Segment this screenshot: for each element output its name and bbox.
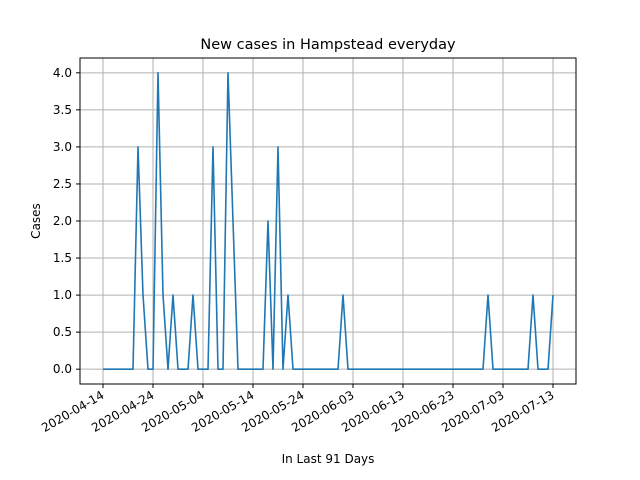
series-layer — [103, 72, 554, 370]
y-axis-label: Cases — [29, 203, 43, 239]
y-tick-label: 1.0 — [53, 288, 72, 302]
y-tick-label: 2.0 — [53, 214, 72, 228]
chart-title: New cases in Hampstead everyday — [200, 37, 456, 53]
y-tick-label: 2.5 — [53, 177, 72, 191]
x-axis-label: In Last 91 Days — [282, 452, 375, 466]
y-tick-label: 4.0 — [53, 66, 72, 80]
y-tick-label: 0.5 — [53, 325, 72, 339]
y-tick-label: 0.0 — [53, 362, 72, 376]
y-tick-label: 3.5 — [53, 103, 72, 117]
series-line — [103, 72, 554, 370]
y-tick-label: 1.5 — [53, 251, 72, 265]
y-tick-label: 3.0 — [53, 140, 72, 154]
